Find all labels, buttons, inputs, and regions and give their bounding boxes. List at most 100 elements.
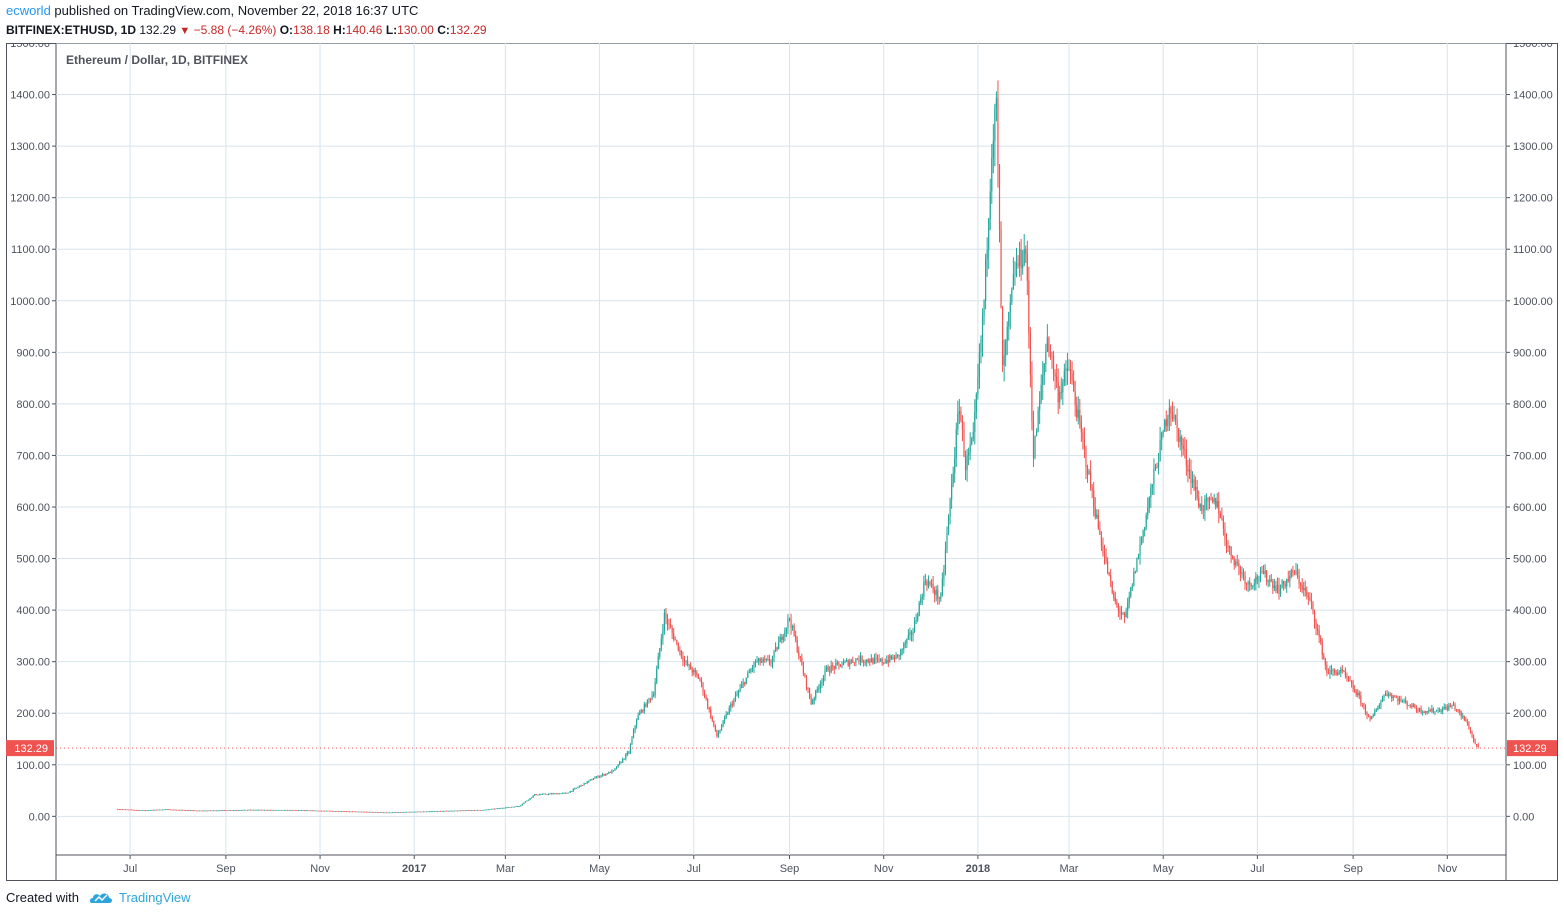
candle-body	[1306, 590, 1308, 596]
candle-body	[852, 660, 854, 663]
candle-body	[660, 638, 662, 649]
candle-body	[1117, 605, 1120, 611]
candle-body	[239, 810, 241, 811]
candle-body	[645, 704, 647, 707]
candle-body	[690, 664, 692, 670]
x-axis-label: Sep	[216, 863, 236, 875]
candle-body	[869, 661, 871, 663]
candle-body	[302, 810, 304, 812]
candle-body	[798, 651, 800, 657]
candle-body	[1418, 708, 1421, 712]
candle-body	[1148, 497, 1150, 508]
candle-body	[768, 659, 771, 663]
candle-body	[1272, 581, 1274, 589]
candle-body	[246, 809, 249, 811]
candle-body	[921, 596, 923, 599]
candle-body	[487, 809, 489, 811]
candle-body	[135, 809, 137, 811]
price-chart[interactable]: 0.00 0.00 100.00 100.00 200.00 200.00 300.00 30…	[6, 38, 1558, 881]
candle-body	[265, 809, 267, 811]
candle-body	[972, 431, 974, 439]
candle-body	[1060, 391, 1062, 393]
candle-body	[1408, 705, 1410, 707]
candle-body	[330, 810, 332, 812]
candle-body	[676, 640, 678, 643]
candle-body	[1195, 487, 1197, 490]
candle-body	[271, 809, 273, 811]
candle-body	[705, 696, 707, 700]
candle-body	[910, 632, 913, 635]
candle-body	[598, 776, 601, 778]
candle-body	[947, 516, 950, 533]
author-link[interactable]: ecworld	[6, 3, 51, 18]
candle-body	[920, 598, 922, 603]
candle-body	[628, 752, 630, 754]
published-text: published on TradingView.com, November 2…	[54, 3, 419, 18]
candle-body	[1227, 545, 1229, 548]
candle-body	[185, 810, 187, 811]
candle-body	[1001, 308, 1004, 366]
candle-body	[526, 800, 528, 802]
candle-body	[657, 656, 659, 670]
candle-body	[467, 810, 469, 812]
candle-body	[486, 809, 488, 811]
candle-body	[605, 773, 607, 776]
candle-body	[586, 781, 588, 784]
candle-body	[913, 621, 916, 633]
candle-body	[489, 809, 491, 811]
candle-body	[1381, 697, 1384, 702]
candle-body	[1056, 376, 1058, 382]
x-axis-label: Sep	[780, 863, 800, 875]
candle-body	[636, 719, 638, 726]
candle-body	[1405, 700, 1407, 703]
candle-body	[1332, 669, 1334, 672]
candle-body	[944, 549, 947, 570]
candle-body	[393, 812, 395, 814]
candle-body	[872, 658, 874, 664]
candle-body	[1380, 701, 1382, 706]
candle-body	[571, 791, 573, 792]
x-axis-label: 2017	[402, 863, 426, 875]
candle-body	[810, 697, 812, 704]
tradingview-brand-link[interactable]: TradingView	[118, 890, 191, 905]
candle-body	[974, 411, 976, 432]
candle-body	[409, 811, 411, 813]
candle-body	[186, 810, 188, 811]
candle-body	[1383, 695, 1385, 698]
candle-body	[1026, 253, 1028, 281]
candle-body	[531, 797, 533, 799]
candle-body	[699, 678, 701, 680]
candle-body	[918, 602, 920, 617]
candle-body	[333, 811, 335, 812]
candle-body	[693, 670, 695, 673]
candle-body	[1216, 500, 1218, 507]
candle-body	[1295, 570, 1297, 574]
candle-body	[1106, 561, 1109, 573]
candle-body	[1196, 487, 1198, 498]
candle-body	[1352, 683, 1354, 690]
candle-body	[475, 809, 477, 811]
candle-body	[537, 794, 539, 796]
candle-body	[192, 810, 195, 812]
candle-body	[707, 699, 709, 708]
candle-body	[270, 809, 272, 811]
candle-body	[1446, 707, 1448, 710]
candle-body	[242, 809, 244, 811]
candle-body	[771, 657, 774, 664]
chart-container[interactable]: 0.00 0.00 100.00 100.00 200.00 200.00 300.00 30…	[6, 38, 1558, 881]
candle-body	[1099, 528, 1101, 535]
candle-body	[876, 658, 879, 660]
candle-body	[1476, 744, 1478, 745]
candle-body	[835, 663, 837, 669]
candle-body	[291, 810, 293, 811]
candle-body	[1313, 610, 1316, 622]
candle-body	[1059, 391, 1061, 403]
candle-body	[1174, 414, 1177, 421]
high-label: H:	[333, 23, 346, 37]
candle-body	[422, 811, 425, 813]
candle-body	[1301, 585, 1303, 590]
candle-body	[551, 793, 553, 795]
candle-body	[452, 810, 454, 812]
candle-body	[859, 656, 862, 662]
candle-body	[1022, 264, 1024, 269]
